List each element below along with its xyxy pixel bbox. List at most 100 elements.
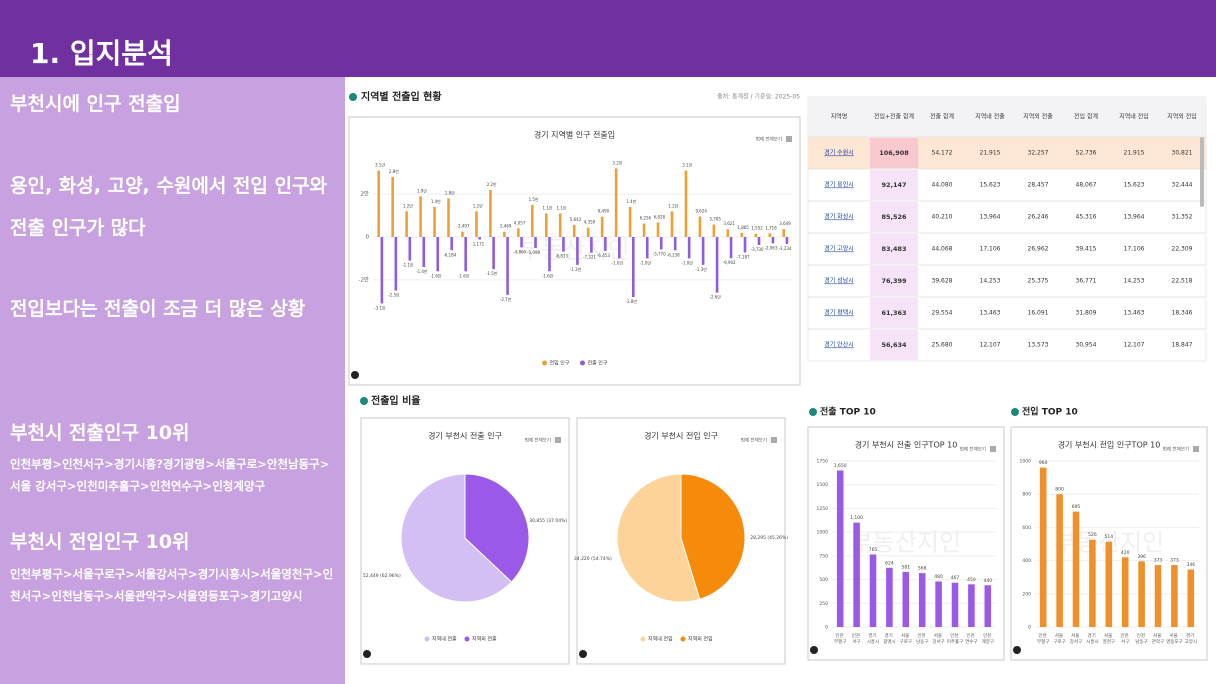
bar [968, 584, 975, 627]
bar [659, 237, 663, 250]
legend-dot [542, 360, 547, 366]
bar [1039, 467, 1047, 627]
table-cell: 25,375 [1028, 278, 1049, 285]
bar [836, 470, 844, 627]
bar [1171, 565, 1178, 627]
sum-cell [870, 234, 918, 264]
x-tick-label: 인천 서구 [852, 632, 862, 645]
table-header: 지역외 전입 [1167, 113, 1197, 121]
table-cell: 17,106 [980, 246, 1001, 253]
value-label: 5,642 [570, 217, 582, 222]
bar [1138, 561, 1145, 627]
bar [419, 196, 422, 237]
table-cell: 28,457 [1028, 182, 1049, 189]
panel-heading: 지역별 전출입 현황 [361, 90, 442, 103]
slice-label: 34,220 (54.74%) [574, 556, 612, 562]
table-cell: 39,628 [932, 278, 953, 285]
bar [642, 223, 646, 237]
value-label: 346 [1187, 562, 1196, 568]
y-tick-label: 1750 [817, 459, 829, 465]
bar [1089, 539, 1096, 627]
table-cell: 21,915 [1124, 150, 1145, 157]
bar [1121, 557, 1129, 627]
table-cell: 31,352 [1172, 214, 1193, 221]
value-label: 1,865 [737, 225, 749, 230]
watermark: 부동산지인 [519, 236, 629, 264]
legend-button: 범례 전체보기 [756, 136, 782, 143]
x-tick-label: 경기 시흥시 [867, 632, 879, 645]
value-label: -2.6만 [709, 294, 721, 300]
value-label: 2,469 [500, 224, 512, 229]
pie-slice [464, 473, 530, 583]
bar [701, 237, 705, 265]
logo [579, 650, 587, 658]
value-label: -1.5만 [486, 270, 498, 276]
y-tick-label: 0 [1028, 625, 1031, 631]
bar [558, 213, 562, 237]
value-label: -1.6만 [542, 272, 554, 278]
icon [809, 408, 817, 416]
value-label: 1,650 [834, 463, 847, 469]
legend-label: 지역외 전출 [472, 636, 497, 643]
legend-label: 지역내 전출 [432, 636, 457, 643]
y-tick-label: 400 [1022, 558, 1031, 564]
value-label: -1.3만 [570, 266, 582, 272]
bar [715, 237, 719, 293]
value-label: -9,902 [723, 260, 736, 265]
table-cell: 18,346 [1172, 310, 1193, 317]
legend-button: 범례 전체보기 [960, 446, 986, 453]
bar [785, 237, 789, 244]
table-cell: 44,080 [932, 182, 953, 189]
pie-slice [680, 473, 746, 600]
value-label: -6,833 [555, 254, 568, 259]
legend-dot [680, 636, 686, 642]
y-tick-label: 800 [1022, 492, 1031, 498]
value-label: 3.2만 [612, 159, 622, 165]
bar [377, 170, 380, 237]
x-tick-label: 서울 영천구 [1103, 632, 1115, 645]
table-cell: 21,915 [980, 150, 1001, 157]
sum-cell [870, 266, 918, 296]
bar [534, 237, 537, 248]
bar [436, 237, 440, 272]
bar [450, 237, 454, 251]
value-label: 1.2만 [473, 202, 483, 208]
value-label: 396 [1137, 554, 1146, 560]
bar [951, 582, 959, 627]
value-label: -3,730 [751, 247, 764, 252]
bar [422, 237, 426, 267]
x-tick-label: 인천 서구 [1120, 632, 1130, 645]
table-cell: 106,908 [879, 149, 909, 157]
legend-label: 지역외 전입 [688, 636, 713, 643]
chart-title: 경기 지역별 인구 전출입 [534, 130, 615, 140]
legend-dot [464, 636, 470, 642]
region-link: 경기 성남시 [824, 277, 854, 285]
panel-heading: 전출 TOP 10 [820, 406, 876, 418]
value-label: 480 [934, 574, 943, 580]
panel-heading: 전출입 비율 [371, 394, 420, 407]
watermark: 부동산지인 [851, 529, 961, 557]
table-cell: 14,253 [1124, 278, 1145, 285]
scrollbar [1200, 137, 1204, 207]
value-label: 1,716 [765, 225, 777, 230]
value-label: 2.2만 [487, 181, 497, 187]
table-cell: 40,210 [932, 214, 953, 221]
value-label: -1.0만 [640, 259, 652, 265]
value-label: 373 [1170, 558, 1179, 564]
value-label: -6,238 [667, 252, 680, 257]
y-tick-label: 250 [819, 601, 828, 607]
bar [698, 216, 702, 237]
x-tick-label: 인천 연수구 [965, 632, 977, 645]
left-heading: 부천시 전입인구 10위 [10, 531, 190, 553]
table-cell: 26,246 [1028, 214, 1049, 221]
bar [489, 189, 492, 237]
table-cell: 12,107 [980, 342, 1001, 349]
value-label: -6,453 [597, 253, 610, 258]
value-label: 1,552 [751, 226, 763, 231]
y-tick-label: 200 [1022, 591, 1031, 597]
x-tick-label: 경기 광명시 [883, 632, 895, 645]
table-cell: 76,399 [881, 277, 907, 285]
value-label: -1.6만 [430, 272, 442, 278]
bar [729, 237, 733, 259]
